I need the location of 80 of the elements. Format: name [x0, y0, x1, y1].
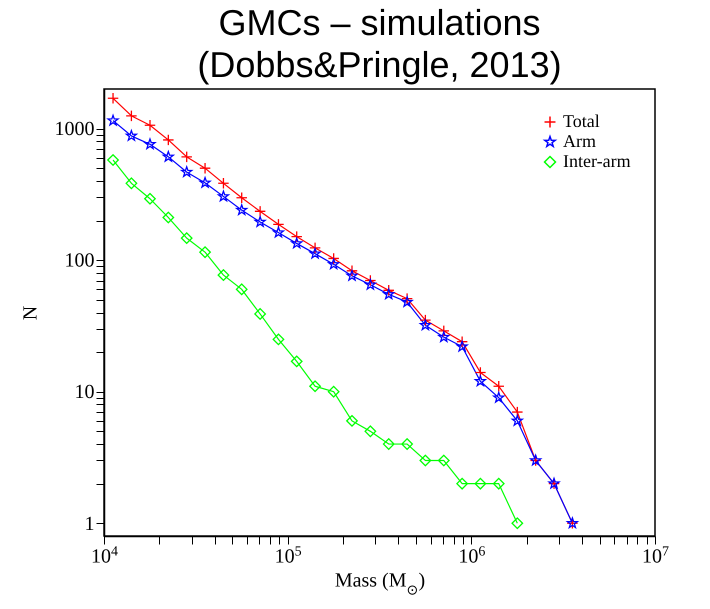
point	[144, 192, 156, 205]
point	[493, 392, 504, 403]
y-tick-label: 10	[74, 381, 94, 404]
point	[456, 340, 468, 352]
point	[254, 205, 266, 218]
y-tick-label: 1	[84, 512, 94, 535]
point	[309, 380, 321, 392]
point	[236, 204, 248, 216]
point	[180, 232, 193, 244]
point	[199, 246, 211, 258]
point	[236, 192, 248, 204]
legend-label: Total	[563, 111, 600, 131]
point	[144, 138, 156, 150]
point	[290, 355, 303, 368]
point	[309, 248, 321, 259]
point	[401, 296, 413, 307]
point	[291, 238, 302, 248]
point	[492, 380, 505, 392]
point	[328, 258, 340, 270]
point	[162, 212, 174, 224]
point	[474, 375, 486, 386]
point	[199, 176, 211, 188]
point	[126, 177, 138, 190]
point	[383, 288, 394, 300]
point	[272, 333, 284, 346]
point	[328, 386, 340, 398]
point	[162, 150, 174, 162]
point	[346, 414, 358, 427]
point	[107, 154, 119, 166]
point	[382, 438, 395, 450]
point	[218, 190, 230, 202]
point	[492, 478, 505, 490]
point	[162, 134, 174, 146]
x-tick-label: 10$^{4}$	[91, 544, 118, 568]
point	[438, 454, 450, 466]
point	[126, 110, 138, 122]
point	[474, 478, 486, 490]
point	[107, 92, 119, 104]
x-axis-title: Mass (M$_{⊙}$)	[334, 570, 426, 598]
point	[290, 230, 303, 242]
point	[420, 319, 432, 330]
point	[236, 283, 248, 296]
point	[364, 425, 376, 438]
point	[199, 162, 211, 174]
point	[419, 454, 432, 466]
point	[126, 130, 138, 141]
point	[218, 269, 230, 281]
point	[346, 270, 358, 281]
point	[181, 166, 192, 177]
point	[272, 226, 284, 238]
point	[438, 324, 450, 337]
point	[218, 177, 230, 190]
point	[364, 278, 376, 290]
point	[512, 414, 523, 426]
point	[438, 331, 450, 342]
y-tick-label: 100	[64, 250, 94, 272]
point	[254, 216, 266, 227]
point	[144, 119, 156, 132]
point	[511, 517, 524, 530]
point	[419, 314, 432, 326]
point	[107, 114, 119, 126]
point	[346, 264, 358, 277]
point	[456, 336, 468, 348]
y-tick-label: 1000	[54, 118, 94, 140]
x-tick-label: 10$^{7}$	[642, 544, 669, 568]
point	[382, 284, 395, 296]
point	[328, 252, 340, 264]
x-tick-label: 10$^{6}$	[458, 544, 486, 568]
x-tick-label: 10$^{5}$	[274, 544, 302, 568]
point	[180, 150, 193, 163]
point	[254, 308, 266, 320]
point	[401, 438, 413, 450]
y-axis-title: N	[20, 306, 42, 320]
legend-label: Inter-arm	[563, 151, 631, 171]
legend-label: Arm	[563, 131, 596, 151]
point	[456, 478, 468, 490]
point	[364, 274, 376, 286]
point	[401, 292, 413, 305]
point	[309, 242, 321, 254]
chart-title: GMCs – simulations (Dobbs&Pringle, 2013)	[197, 2, 562, 85]
